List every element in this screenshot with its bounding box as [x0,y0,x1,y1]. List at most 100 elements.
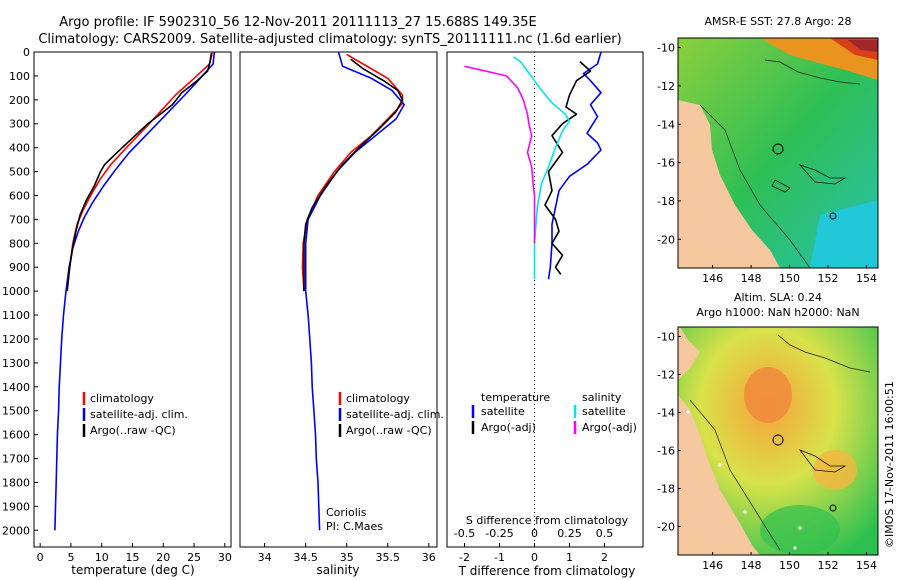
x-tick-label: 15 [126,551,140,564]
temperature-xlabel: temperature (deg C) [71,563,194,577]
depth-tick-label: 400 [9,142,30,155]
sst-reef-line [764,59,861,85]
s-difference-label: S difference from climatology [466,514,629,527]
lat-tick-label: -18 [657,195,675,208]
series-line-argo [66,53,213,292]
difference-x-axis: -2 -1 0 1 2 -0.5 -0.25 0 0.25 0.5 [454,527,613,564]
depth-tick-label: 800 [9,237,30,250]
salinity-lines [301,52,406,531]
lat-tick-label: -14 [657,118,675,131]
sla-map-title: Altim. SLA: 0.24 [734,291,822,304]
legend-satellite-label: satellite-adj. clim. [346,408,444,421]
argo-height-title: Argo h1000: NaN h2000: NaN [696,306,859,319]
depth-tick-label: 200 [9,94,30,107]
sst-land [678,100,780,268]
depth-tick-label: 1600 [2,429,30,442]
series-line-t-satellite [547,52,602,280]
lat-tick-label: -12 [657,369,675,382]
lon-tick-label: 150 [779,272,800,285]
depth-tick-label: 1300 [2,357,30,370]
depth-tick-label: 1100 [2,309,30,322]
x-tick-label: 34.5 [293,551,318,564]
pi-label: PI: C.Maes [326,520,383,533]
sst-reef-1 [798,164,847,185]
sla-map-frame [677,326,879,556]
sst-field [678,38,878,268]
legend-argo-label: Argo(..raw -QC) [346,424,432,437]
x-tick-label: 25 [187,551,201,564]
lat-tick-label: -10 [657,331,675,344]
temperature-axes-frame [33,51,232,548]
sla-depth-contour [689,399,781,551]
salinity-axes-frame [239,51,438,548]
sst-map-title: AMSR-E SST: 27.8 Argo: 28 [704,15,851,28]
difference-legend: temperature satellite Argo(-adj) salinit… [471,391,637,434]
lat-tick-label: -20 [657,521,675,534]
sla-minor-marker [829,504,837,512]
lat-tick-label: -14 [657,407,675,420]
series-line-satellite-adj-clim- [304,52,406,531]
x-tick-label: 5 [67,551,74,564]
depth-tick-label: 1700 [2,453,30,466]
lon-tick-label: 150 [779,559,800,572]
sla-station-dot [743,510,747,514]
legend-climatology-label: climatology [90,392,154,405]
sst-map: AMSR-E SST: 27.8 Argo: 28 -10 -12 -14 -16 -1… [657,15,879,285]
legend-argo-label: Argo(..raw -QC) [90,424,176,437]
sla-reef-line [777,334,871,373]
x-tick-label: 2 [601,551,608,564]
legend-satellite-label: satellite-adj. clim. [90,408,188,421]
legend-salinity-heading: salinity [582,391,622,404]
depth-tick-label: 1800 [2,476,30,489]
legend-s-argo-label: Argo(-adj) [582,421,637,434]
x-tick-label: 34 [258,551,272,564]
lat-tick-label: -12 [657,80,675,93]
top-tick-label: -0.5 [454,527,475,540]
depth-tick-label: 1500 [2,405,30,418]
sla-station-dot [798,526,802,530]
sla-field [678,327,878,555]
x-tick-label: 35 [340,551,354,564]
temperature-panel: 0100200300400500600700800900100011001200… [2,46,451,577]
depth-tick-label: 700 [9,213,30,226]
lon-tick-label: 152 [818,272,839,285]
sst-lat-axis: -10 -12 -14 -16 -18 -20 [657,42,681,246]
salinity-xlabel: salinity [316,563,359,577]
lon-tick-label: 152 [818,559,839,572]
depth-tick-label: 1000 [2,285,30,298]
depth-tick-label: 500 [9,166,30,179]
legend-temperature-heading: temperature [481,391,550,404]
temperature-legend: climatology satellite-adj. clim. Argo(..… [82,392,188,437]
sla-high-anomaly [744,367,792,423]
header-line1: Argo profile: IF 5902310_56 12-Nov-2011 … [59,15,537,30]
sst-map-frame [677,37,879,269]
depth-tick-label: 0 [23,46,30,59]
x-tick-label: 0 [531,551,538,564]
temperature-x-axis: 0 5 10 15 20 25 30 [37,543,232,564]
depth-tick-label: 100 [9,70,30,83]
series-line-s-argo [464,65,536,244]
sla-reef-1 [798,449,847,473]
t-difference-xlabel: T difference from climatology [458,564,636,578]
sla-argo-position-marker [772,434,784,446]
lon-tick-label: 154 [856,559,877,572]
depth-tick-label: 900 [9,261,30,274]
sst-hottest-corner [848,40,878,52]
lon-tick-label: 154 [856,272,877,285]
sst-lon-axis: 146 148 150 152 154 [702,265,877,285]
lat-tick-label: -10 [657,42,675,55]
x-tick-label: 10 [95,551,109,564]
sla-lat-axis: -10 -12 -14 -16 -18 -20 [657,331,681,534]
legend-s-satellite-label: satellite [582,405,626,418]
series-line-argo [303,58,404,292]
top-tick-label: -0.25 [485,527,513,540]
header-line2: Climatology: CARS2009. Satellite-adjuste… [38,32,621,47]
x-tick-label: 20 [156,551,170,564]
lat-tick-label: -18 [657,483,675,496]
depth-tick-label: 1200 [2,333,30,346]
lat-tick-label: -16 [657,157,675,170]
sst-argo-position-marker [772,143,784,155]
sla-land-top [678,327,700,380]
depth-tick-label: 1900 [2,500,30,513]
